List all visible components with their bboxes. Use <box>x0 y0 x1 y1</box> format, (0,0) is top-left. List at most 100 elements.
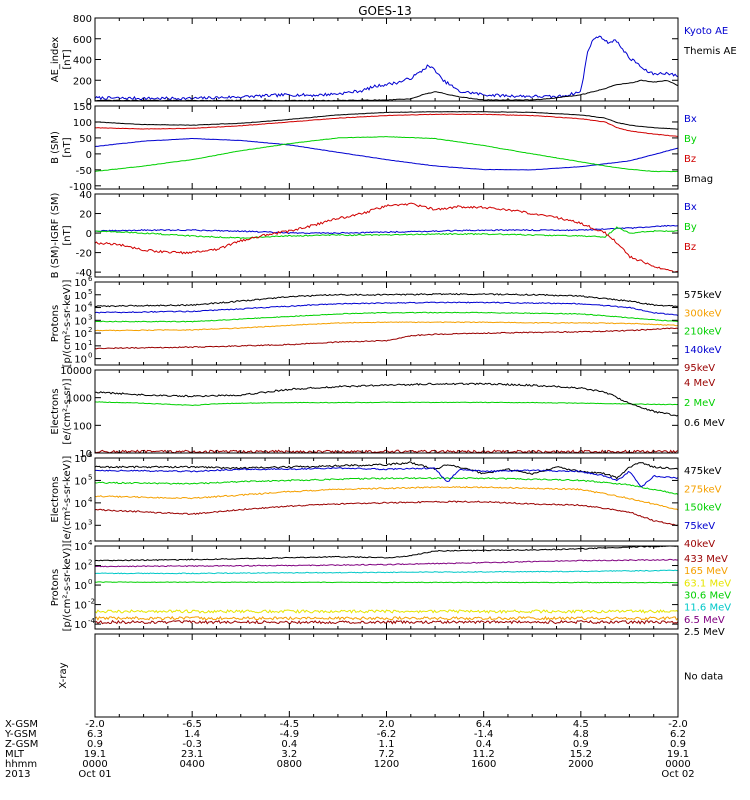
y-tick-exponent: 5 <box>88 288 92 296</box>
legend-entry: 63.1 MeV <box>684 578 731 589</box>
series-line <box>94 113 679 137</box>
legend-entry: 210keV <box>684 327 722 338</box>
x-axis-value: 6.2 <box>670 729 686 740</box>
x-axis-value: -6.5 <box>182 719 202 730</box>
panel-frame <box>94 457 679 542</box>
y-tick-label: -100 <box>69 182 92 193</box>
x-axis-value: 4.5 <box>573 719 589 730</box>
x-axis-value: 0.4 <box>476 739 492 750</box>
y-tick-exponent: 0 <box>88 578 92 586</box>
y-tick-label: 10 <box>74 499 87 510</box>
x-axis-row-label: Y-GSM <box>4 729 37 740</box>
y-tick-label: 10 <box>74 581 87 592</box>
series-line <box>94 500 679 527</box>
panel-2: -100 -50 0 50 100 150 B (SM) [nT] Bx By Bz Bmag <box>50 102 713 193</box>
x-axis-value: Oct 01 <box>78 769 111 780</box>
legend-entry: By <box>684 134 697 145</box>
legend-entry: 4 MeV <box>684 378 715 389</box>
y-axis-label: X-ray <box>58 662 69 688</box>
series-line <box>94 581 679 584</box>
y-tick-label: 10 <box>74 542 87 553</box>
y-tick-label: 10 <box>74 620 87 631</box>
panel-8: X-ray No data <box>58 633 723 718</box>
y-tick-exponent: 4 <box>88 301 93 309</box>
y-axis-label: Electrons <box>50 388 61 434</box>
x-axis-row-label: 2013 <box>5 769 30 780</box>
series-line <box>94 476 679 495</box>
y-tick-exponent: 1 <box>88 339 92 347</box>
legend-entry: Bz <box>684 154 696 165</box>
x-axis-value: 19.1 <box>667 749 689 760</box>
legend-entry: 0.6 MeV <box>684 418 725 429</box>
panel-frame <box>94 369 679 454</box>
series-line <box>94 608 679 614</box>
panel-frame <box>94 633 679 718</box>
legend-entry: 575keV <box>684 290 722 301</box>
y-tick-exponent: 3 <box>88 518 92 526</box>
y-tick-label: 600 <box>73 35 92 46</box>
x-axis-value: 1600 <box>471 759 496 770</box>
legend-entry: 95keV <box>684 363 715 374</box>
y-tick-label: 100 <box>73 118 92 129</box>
x-axis-value: 0.4 <box>281 739 297 750</box>
y-tick-label: 10 <box>74 521 87 532</box>
y-tick-label: -40 <box>76 268 92 279</box>
x-axis-value: 0000 <box>82 759 107 770</box>
series-line <box>94 224 679 235</box>
legend-entry: 30.6 MeV <box>684 591 731 602</box>
y-axis-label: [nT] <box>62 225 73 245</box>
y-tick-exponent: 2 <box>88 559 92 567</box>
series-line <box>94 327 679 350</box>
y-tick-label: 200 <box>73 76 92 87</box>
series-line <box>94 202 679 273</box>
panel-1: 0 200 400 600 800 AE_index [nT] Kyoto AE Themis … <box>50 14 737 108</box>
x-axis-value: 1200 <box>374 759 399 770</box>
panel-frame <box>94 105 679 190</box>
legend-entry: Bx <box>684 202 697 213</box>
y-tick-label: 10 <box>74 601 87 612</box>
x-axis-value: 0.9 <box>670 739 686 750</box>
x-axis-row-label: Z-GSM <box>5 739 38 750</box>
legend-entry: Themis AE <box>683 46 737 57</box>
x-axis-value: -2.0 <box>668 719 688 730</box>
y-tick-label: 10 <box>74 278 87 289</box>
y-axis-label: [p/(cm²-s-sr-keV)] <box>62 544 73 632</box>
x-axis-value: 0000 <box>665 759 690 770</box>
legend-entry: Bx <box>684 114 697 125</box>
y-tick-exponent: 3 <box>88 313 92 321</box>
y-axis-label: B (SM) <box>50 131 61 164</box>
x-axis-value: -0.3 <box>182 739 202 750</box>
legend-entry: 475keV <box>684 466 722 477</box>
y-tick-label: 10 <box>74 316 87 327</box>
y-tick-label: 800 <box>73 14 92 25</box>
y-tick-label: 10 <box>74 454 87 465</box>
y-axis-label: [p/(cm²-s-sr-keV)] <box>62 280 73 368</box>
x-axis-value: 4.8 <box>573 729 589 740</box>
x-axis-value: 23.1 <box>181 749 203 760</box>
y-tick-exponent: 2 <box>88 326 92 334</box>
legend-entry: 75keV <box>684 521 715 532</box>
series-line <box>95 569 679 575</box>
y-tick-label: 20 <box>79 210 92 221</box>
x-axis-value: 2000 <box>568 759 593 770</box>
x-axis-value: 15.2 <box>570 749 592 760</box>
x-axis-value: 1.1 <box>379 739 395 750</box>
x-axis-row-label: X-GSM <box>5 719 38 730</box>
x-axis-value: -6.2 <box>377 729 397 740</box>
panel-3: -40 -20 0 20 40 B (SM)-IGRF (SM) [nT] Bx By Bz <box>50 190 697 279</box>
legend-entry: Bmag <box>684 174 713 185</box>
x-axis-value: 2.0 <box>379 719 395 730</box>
y-tick-label: 1000 <box>67 394 92 405</box>
x-axis-value: 7.2 <box>379 749 395 760</box>
x-axis-value: -4.5 <box>280 719 300 730</box>
no-data-label: No data <box>684 672 723 683</box>
series-line <box>94 111 678 130</box>
series-line <box>94 615 679 621</box>
legend-entry: 275keV <box>684 484 722 495</box>
x-axis-value: -1.4 <box>474 729 494 740</box>
legend-entry: By <box>684 222 697 233</box>
y-tick-label: 50 <box>79 134 92 145</box>
x-axis-value: 6.3 <box>87 729 103 740</box>
y-tick-exponent: 4 <box>88 496 93 504</box>
x-axis-value: 0.9 <box>87 739 103 750</box>
